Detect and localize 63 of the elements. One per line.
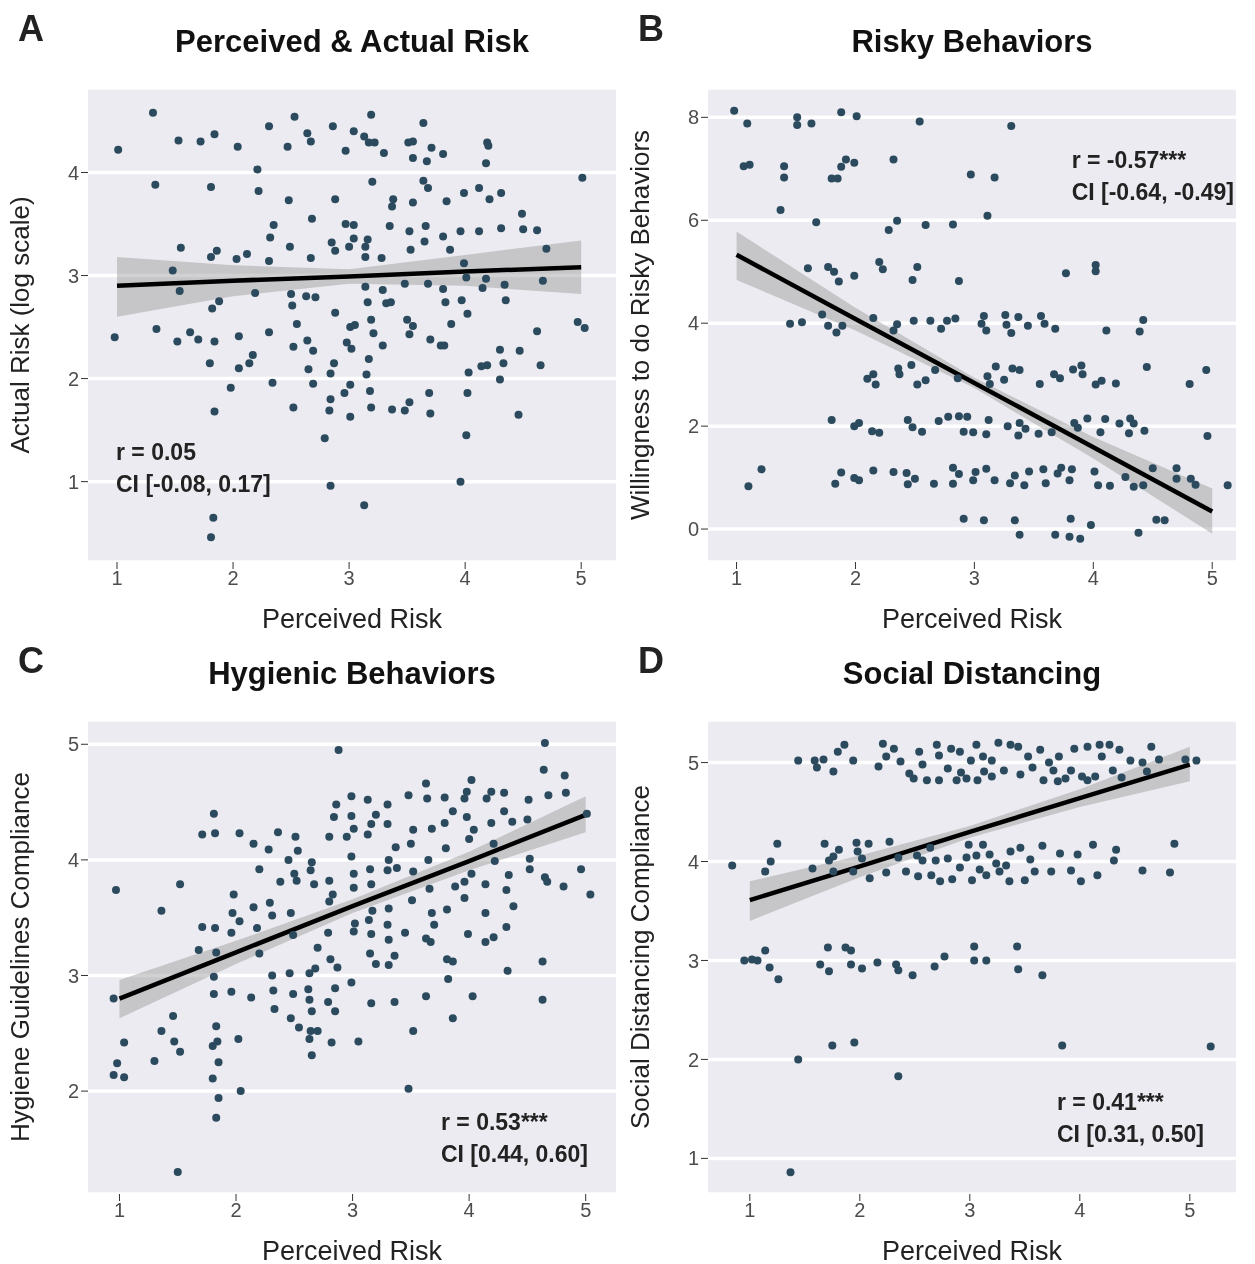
y-tick-label: 3	[67, 964, 79, 987]
y-tick-label: 2	[687, 1048, 699, 1071]
annotation: r = 0.41***	[1056, 1088, 1165, 1117]
x-tick-label: 4	[463, 1199, 475, 1222]
annotation: r = 0.53***	[440, 1108, 549, 1137]
y-axis-title: Willingness to do Risky Behaviors	[625, 129, 656, 521]
x-tick-label: 5	[1206, 567, 1218, 590]
y-tick-label: 8	[687, 106, 699, 129]
y-tick-label: 0	[687, 518, 699, 541]
x-tick-label: 5	[575, 567, 587, 590]
y-tick-label: 3	[67, 264, 79, 287]
x-tick-label: 2	[854, 1199, 866, 1222]
annotation: r = 0.05	[116, 438, 197, 467]
annotation: r = -0.57***	[1071, 146, 1188, 175]
x-tick-label: 3	[968, 567, 980, 590]
x-tick-label: 2	[227, 567, 239, 590]
text: D	[638, 640, 664, 682]
x-axis-title: Perceived Risk	[881, 604, 1063, 634]
chart-title: Risky Behaviors	[850, 24, 1094, 60]
annotation: CI [0.44, 0.60]	[440, 1140, 588, 1169]
y-tick-label: 6	[687, 209, 699, 232]
annotation: CI [-0.08, 0.17]	[116, 470, 271, 499]
y-axis-title: Social Distancing Compliance	[625, 785, 656, 1129]
x-tick-label: 1	[744, 1199, 756, 1222]
x-axis-title: Perceived Risk	[261, 1236, 443, 1264]
y-tick-label: 2	[67, 1080, 79, 1103]
x-tick-label: 2	[230, 1199, 242, 1222]
text: A	[18, 8, 44, 50]
y-axis-title: Hygiene Guidelines Compliance	[5, 772, 36, 1142]
line-series	[114, 265, 584, 289]
annotation: CI [-0.64, -0.49]	[1071, 178, 1234, 207]
chart-title: Perceived & Actual Risk	[174, 24, 530, 60]
x-tick-label: 5	[1184, 1199, 1196, 1222]
y-tick-label: 4	[67, 848, 79, 871]
annotation: CI [0.31, 0.50]	[1056, 1120, 1204, 1149]
y-tick-label: 1	[67, 470, 79, 493]
y-tick-label: 5	[687, 751, 699, 774]
y-tick-label: 3	[687, 949, 699, 972]
x-tick-label: 4	[459, 567, 471, 590]
y-tick-label: 2	[687, 415, 699, 438]
y-tick-label: 4	[67, 161, 79, 184]
x-tick-label: 5	[580, 1199, 592, 1222]
chart-title: Hygienic Behaviors	[207, 656, 497, 692]
x-tick-label: 1	[730, 567, 743, 590]
y-tick-label: 5	[67, 733, 79, 756]
x-axis-title: Perceived Risk	[261, 604, 443, 634]
y-tick-label: 4	[687, 850, 699, 873]
y-tick-label: 2	[67, 367, 79, 390]
y-tick-label: 1	[687, 1147, 699, 1170]
x-tick-label: 1	[111, 567, 123, 590]
chart-title: Social Distancing	[841, 656, 1103, 692]
x-tick-label: 4	[1087, 567, 1099, 590]
x-tick-label: 3	[964, 1199, 976, 1222]
text: C	[18, 640, 44, 682]
x-tick-label: 3	[343, 567, 355, 590]
x-tick-label: 4	[1074, 1199, 1086, 1222]
x-tick-label: 2	[849, 567, 862, 590]
x-axis-title: Perceived Risk	[881, 1236, 1063, 1264]
x-tick-label: 1	[113, 1199, 126, 1222]
y-axis-title: Actual Risk (log scale)	[5, 196, 36, 454]
text: B	[638, 8, 664, 50]
x-tick-label: 3	[347, 1199, 359, 1222]
y-tick-label: 4	[687, 312, 699, 335]
